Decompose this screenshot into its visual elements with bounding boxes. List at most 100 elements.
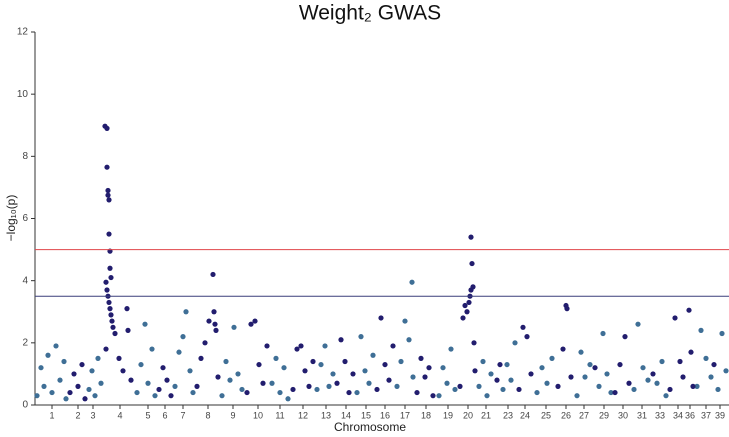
snp-point <box>448 346 454 352</box>
snp-point <box>374 386 380 393</box>
snp-point <box>156 386 162 393</box>
x-tick-label: 3 <box>90 410 95 420</box>
x-tick-label: 39 <box>715 410 725 420</box>
snp-point <box>110 324 116 330</box>
snp-point <box>626 380 632 386</box>
snp-point <box>508 377 514 383</box>
snp-point <box>57 377 63 383</box>
snp-point <box>306 383 312 389</box>
snp-point <box>108 312 114 318</box>
snp-point <box>568 374 574 380</box>
snp-point <box>414 389 420 396</box>
x-tick-label: 20 <box>463 410 473 420</box>
snp-point <box>528 371 534 377</box>
snp-point <box>512 340 518 346</box>
snp-point <box>703 355 709 361</box>
snp-point <box>409 279 415 285</box>
snp-point <box>354 389 360 396</box>
x-tick-label: 7 <box>180 410 185 420</box>
snp-point <box>256 361 262 368</box>
snp-point <box>608 389 614 396</box>
snp-point <box>534 389 540 396</box>
snp-point <box>38 365 44 371</box>
snp-point <box>277 389 283 396</box>
snp-point <box>107 265 113 271</box>
x-tick-label: 2 <box>75 410 80 420</box>
snp-point <box>198 355 204 361</box>
snp-point <box>330 371 336 377</box>
snp-point <box>79 361 85 368</box>
snp-point <box>342 358 348 365</box>
x-tick-label: 31 <box>637 410 647 420</box>
snp-point <box>604 371 610 377</box>
snp-point <box>362 368 368 374</box>
x-tick-label: 33 <box>655 410 665 420</box>
snp-point <box>398 358 404 365</box>
snp-point <box>67 389 73 396</box>
snp-point <box>194 383 200 389</box>
snp-point <box>469 260 475 267</box>
snp-point <box>578 349 584 355</box>
x-tick-label: 9 <box>230 410 235 420</box>
snp-point <box>252 318 258 324</box>
snp-point <box>680 374 686 380</box>
snp-point <box>410 374 416 380</box>
snp-point <box>663 393 669 399</box>
snp-point <box>168 393 174 399</box>
snp-point <box>298 343 304 349</box>
snp-point <box>190 389 196 396</box>
snp-point <box>457 383 463 389</box>
snp-point <box>45 352 51 358</box>
snp-point <box>402 318 408 324</box>
snp-point <box>698 327 704 333</box>
snp-point <box>378 315 384 321</box>
snp-point <box>149 346 155 352</box>
snp-point <box>555 383 561 389</box>
x-tick-label: 24 <box>520 410 530 420</box>
snp-point <box>138 361 144 368</box>
snp-point <box>281 365 287 371</box>
snp-point <box>394 383 400 389</box>
snp-point <box>471 340 477 346</box>
x-tick-label: 23 <box>503 410 513 420</box>
snp-point <box>667 386 673 393</box>
y-tick-label: 10 <box>17 89 29 100</box>
snp-point <box>422 374 428 380</box>
snp-point <box>708 374 714 380</box>
snp-point <box>524 334 530 340</box>
y-tick-label: 0 <box>22 400 28 411</box>
snp-point <box>596 383 602 389</box>
x-tick-label: 25 <box>541 410 551 420</box>
snp-point <box>488 371 494 377</box>
y-tick-label: 2 <box>22 337 28 348</box>
snp-point <box>260 380 266 386</box>
snp-point <box>715 386 721 393</box>
snp-point <box>549 355 555 361</box>
snp-point <box>273 355 279 361</box>
snp-point <box>212 321 218 327</box>
x-tick-label: 4 <box>117 410 122 420</box>
snp-point <box>104 164 110 170</box>
snp-point <box>302 368 308 374</box>
snp-point <box>497 361 503 368</box>
y-tick-label: 8 <box>22 151 28 162</box>
snp-point <box>61 358 67 365</box>
snp-point <box>582 374 588 380</box>
x-tick-label: 29 <box>599 410 609 420</box>
snp-point <box>187 368 193 374</box>
snp-point <box>164 377 170 383</box>
snp-point <box>227 377 233 383</box>
snp-point <box>176 349 182 355</box>
x-tick-label: 34 <box>673 410 683 420</box>
snp-point <box>92 393 98 399</box>
snp-point <box>544 380 550 386</box>
snp-point <box>98 380 104 386</box>
snp-point <box>172 383 178 389</box>
snp-point <box>677 358 683 365</box>
snp-point <box>520 324 526 330</box>
snp-point <box>215 374 221 380</box>
snp-point <box>120 368 126 374</box>
snp-point <box>617 361 623 368</box>
snp-point <box>444 380 450 386</box>
